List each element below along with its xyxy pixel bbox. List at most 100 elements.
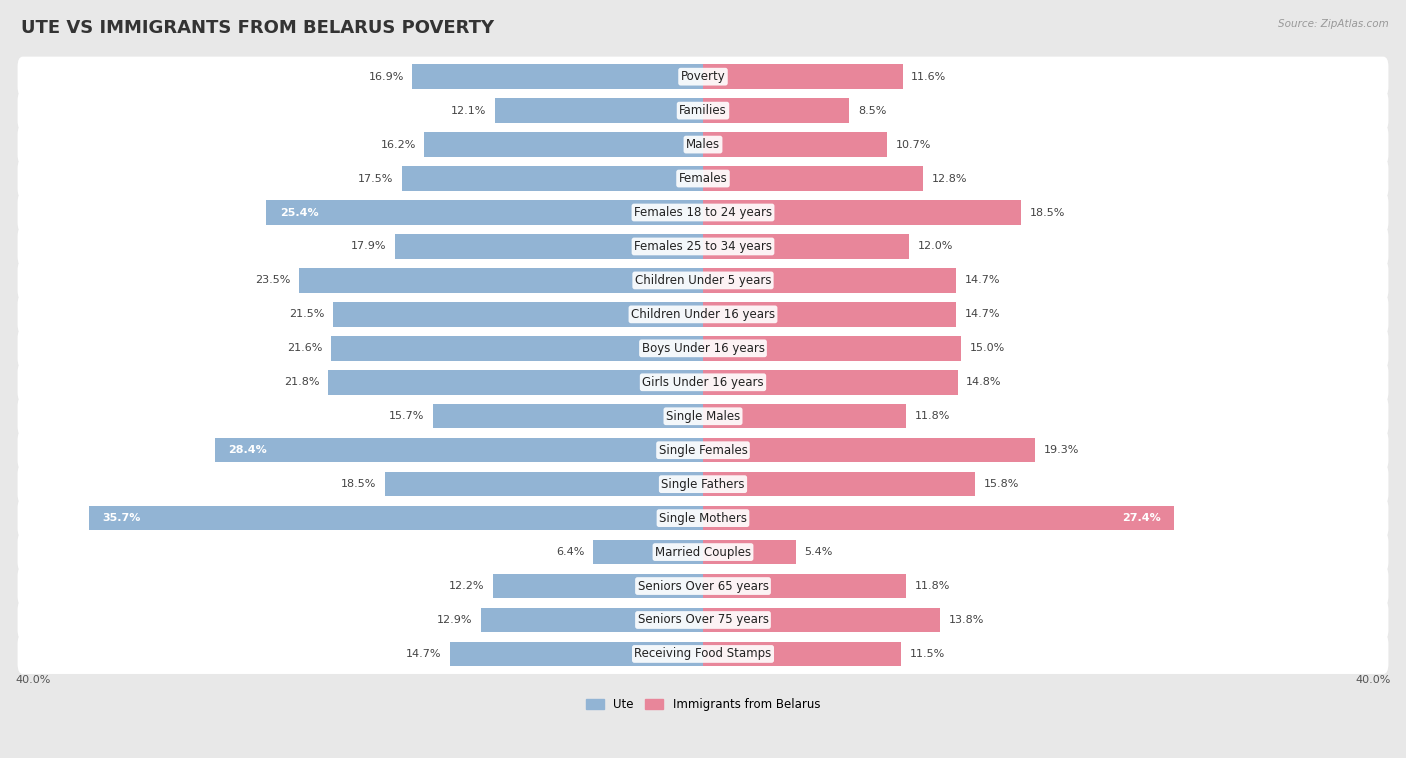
Bar <box>703 642 901 666</box>
Text: 14.7%: 14.7% <box>965 309 1000 319</box>
Bar <box>703 64 903 89</box>
Bar <box>703 574 905 598</box>
Text: 12.1%: 12.1% <box>451 105 486 116</box>
Text: 12.0%: 12.0% <box>918 242 953 252</box>
Text: 14.8%: 14.8% <box>966 377 1001 387</box>
Text: Seniors Over 75 years: Seniors Over 75 years <box>637 613 769 627</box>
Bar <box>328 370 703 394</box>
Text: 16.2%: 16.2% <box>381 139 416 149</box>
Text: 17.5%: 17.5% <box>359 174 394 183</box>
Bar <box>703 472 974 496</box>
Bar <box>703 438 1035 462</box>
Text: 27.4%: 27.4% <box>1122 513 1160 523</box>
Text: 11.6%: 11.6% <box>911 72 946 82</box>
Text: 28.4%: 28.4% <box>228 445 267 456</box>
Bar <box>703 200 1021 224</box>
Text: 12.9%: 12.9% <box>437 615 472 625</box>
Text: Boys Under 16 years: Boys Under 16 years <box>641 342 765 355</box>
FancyBboxPatch shape <box>18 294 1388 334</box>
Text: 21.5%: 21.5% <box>290 309 325 319</box>
Text: 18.5%: 18.5% <box>340 479 377 489</box>
Bar <box>703 166 924 191</box>
Bar <box>703 608 941 632</box>
Text: 16.9%: 16.9% <box>368 72 404 82</box>
Text: 12.2%: 12.2% <box>449 581 485 591</box>
Bar <box>395 234 703 258</box>
Text: 11.8%: 11.8% <box>914 412 950 421</box>
Text: Single Males: Single Males <box>666 410 740 423</box>
Text: 13.8%: 13.8% <box>949 615 984 625</box>
FancyBboxPatch shape <box>18 498 1388 538</box>
Text: 11.8%: 11.8% <box>914 581 950 591</box>
Text: 15.7%: 15.7% <box>389 412 425 421</box>
Text: 21.6%: 21.6% <box>287 343 323 353</box>
Bar <box>433 404 703 428</box>
Text: 25.4%: 25.4% <box>280 208 319 218</box>
FancyBboxPatch shape <box>18 396 1388 437</box>
Bar <box>703 268 956 293</box>
Text: 14.7%: 14.7% <box>965 275 1000 286</box>
Text: 11.5%: 11.5% <box>910 649 945 659</box>
Text: 12.8%: 12.8% <box>932 174 967 183</box>
Bar <box>703 540 796 564</box>
Text: 18.5%: 18.5% <box>1029 208 1066 218</box>
FancyBboxPatch shape <box>18 362 1388 402</box>
FancyBboxPatch shape <box>18 261 1388 300</box>
Text: Single Mothers: Single Mothers <box>659 512 747 525</box>
FancyBboxPatch shape <box>18 328 1388 368</box>
Bar <box>402 166 703 191</box>
Bar <box>703 302 956 327</box>
Text: 8.5%: 8.5% <box>858 105 886 116</box>
FancyBboxPatch shape <box>18 57 1388 97</box>
Bar <box>703 506 1174 531</box>
Text: Females: Females <box>679 172 727 185</box>
Text: 10.7%: 10.7% <box>896 139 931 149</box>
Text: 19.3%: 19.3% <box>1043 445 1078 456</box>
Bar <box>299 268 703 293</box>
Text: Married Couples: Married Couples <box>655 546 751 559</box>
Bar <box>703 99 849 123</box>
Text: 40.0%: 40.0% <box>1355 675 1391 685</box>
Text: 17.9%: 17.9% <box>352 242 387 252</box>
Bar <box>89 506 703 531</box>
Text: Single Females: Single Females <box>658 443 748 457</box>
Text: 5.4%: 5.4% <box>804 547 832 557</box>
Bar <box>703 404 905 428</box>
Text: Families: Families <box>679 104 727 117</box>
Bar <box>494 574 703 598</box>
Text: Poverty: Poverty <box>681 70 725 83</box>
Bar <box>593 540 703 564</box>
Text: Children Under 5 years: Children Under 5 years <box>634 274 772 287</box>
Text: Source: ZipAtlas.com: Source: ZipAtlas.com <box>1278 19 1389 29</box>
Text: 14.7%: 14.7% <box>406 649 441 659</box>
Text: Females 18 to 24 years: Females 18 to 24 years <box>634 206 772 219</box>
Text: 21.8%: 21.8% <box>284 377 319 387</box>
Text: UTE VS IMMIGRANTS FROM BELARUS POVERTY: UTE VS IMMIGRANTS FROM BELARUS POVERTY <box>21 19 495 37</box>
FancyBboxPatch shape <box>18 464 1388 504</box>
Text: 35.7%: 35.7% <box>103 513 141 523</box>
Text: Children Under 16 years: Children Under 16 years <box>631 308 775 321</box>
Text: Receiving Food Stamps: Receiving Food Stamps <box>634 647 772 660</box>
FancyBboxPatch shape <box>18 193 1388 233</box>
FancyBboxPatch shape <box>18 532 1388 572</box>
Text: Seniors Over 65 years: Seniors Over 65 years <box>637 580 769 593</box>
Bar <box>215 438 703 462</box>
Text: 15.0%: 15.0% <box>970 343 1005 353</box>
Text: 6.4%: 6.4% <box>555 547 585 557</box>
FancyBboxPatch shape <box>18 91 1388 130</box>
FancyBboxPatch shape <box>18 566 1388 606</box>
Bar <box>450 642 703 666</box>
Bar <box>266 200 703 224</box>
Bar <box>425 133 703 157</box>
Bar <box>481 608 703 632</box>
Text: Males: Males <box>686 138 720 151</box>
Text: 40.0%: 40.0% <box>15 675 51 685</box>
Bar <box>703 370 957 394</box>
FancyBboxPatch shape <box>18 227 1388 267</box>
Bar <box>332 336 703 361</box>
Bar <box>703 234 910 258</box>
Bar <box>385 472 703 496</box>
Bar <box>333 302 703 327</box>
FancyBboxPatch shape <box>18 431 1388 470</box>
Text: 15.8%: 15.8% <box>983 479 1019 489</box>
